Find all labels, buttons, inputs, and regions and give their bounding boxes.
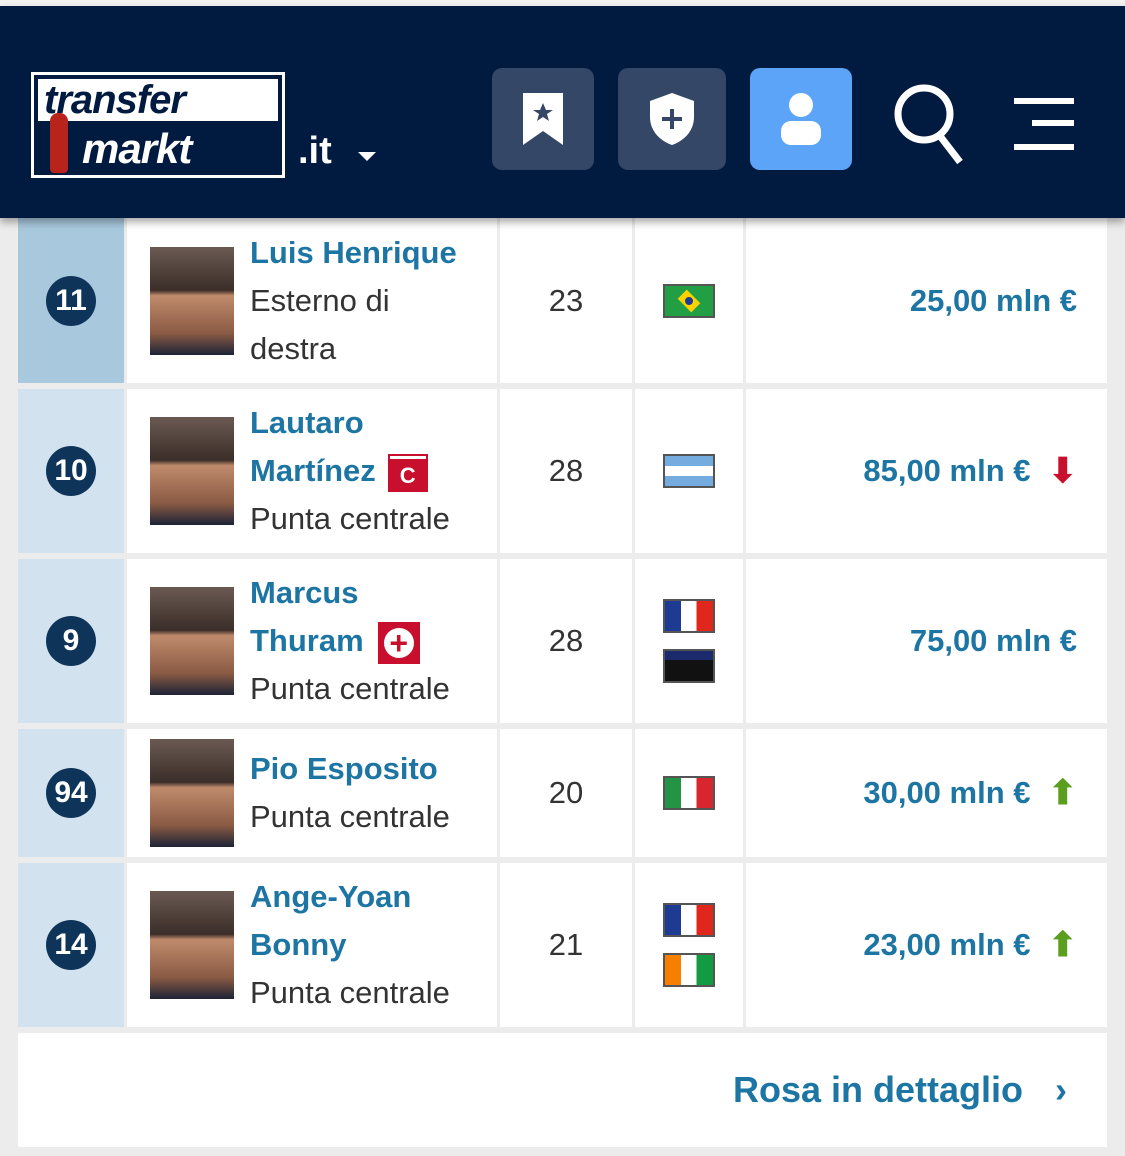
nationality-cell — [635, 218, 746, 383]
player-cell: Pio Esposito Punta centrale — [127, 729, 500, 857]
footballer-icon — [50, 113, 68, 173]
market-value-cell: 30,00 mln € ⬆ — [746, 729, 1107, 857]
player-row: 14 Ange-Yoan Bonny Punta centrale 21 23,00… — [18, 863, 1107, 1030]
market-value-cell: 25,00 mln € — [746, 218, 1107, 383]
squad-detail-link[interactable]: Rosa in dettaglio — [732, 1069, 1023, 1110]
bookmark-star-icon — [523, 93, 563, 145]
player-name-link[interactable]: Lautaro — [250, 405, 364, 440]
site-header: transfer markt .it — [0, 6, 1125, 218]
age-cell: 23 — [500, 218, 635, 383]
shirt-number-cell: 14 — [18, 863, 127, 1027]
market-value-link[interactable]: 25,00 mln € — [909, 282, 1077, 318]
profile-button[interactable] — [750, 68, 852, 170]
market-value-cell: 23,00 mln € ⬆ — [746, 863, 1107, 1027]
captain-icon: C — [387, 453, 428, 492]
player-photo[interactable] — [150, 891, 234, 999]
player-cell: Lautaro Martínez C Punta centrale — [127, 389, 500, 553]
shirt-number-cell: 94 — [18, 729, 127, 857]
market-value-link[interactable]: 75,00 mln € — [909, 623, 1077, 658]
age-cell: 20 — [500, 729, 635, 857]
shield-plus-icon — [650, 93, 694, 145]
club-button[interactable] — [618, 68, 726, 170]
player-name-link[interactable]: Thuram — [250, 623, 364, 658]
player-row: 94 Pio Esposito Punta centrale 20 30,00 m… — [18, 729, 1107, 860]
value-up-arrow-icon: ⬆ — [1048, 774, 1078, 812]
player-photo[interactable] — [150, 587, 234, 695]
shirt-number-badge: 10 — [46, 446, 96, 496]
player-position: Punta centrale — [250, 671, 450, 706]
player-position: Punta centrale — [250, 975, 450, 1010]
domain-selector[interactable]: .it — [298, 130, 332, 172]
squad-footer: Rosa in dettaglio › — [18, 1033, 1107, 1147]
flag-argentina-icon — [663, 454, 715, 488]
player-cell: Marcus Thuram Punta centrale — [127, 559, 500, 723]
player-position: destra — [250, 330, 337, 366]
player-name-link[interactable]: Martínez — [250, 453, 376, 488]
market-value-cell: 85,00 mln € ⬇ — [746, 389, 1107, 553]
menu-icon — [1014, 98, 1074, 150]
flag-france-icon — [663, 903, 715, 937]
nationality-cell — [635, 729, 746, 857]
value-up-arrow-icon: ⬆ — [1048, 926, 1078, 964]
flag-guadeloupe-icon — [663, 649, 715, 683]
player-position: Punta centrale — [250, 501, 450, 536]
market-value-link[interactable]: 30,00 mln € — [863, 775, 1031, 810]
player-row: 11 Luis Henrique Esterno di destra 23 25,0… — [18, 218, 1107, 386]
shirt-number-cell: 9 — [18, 559, 127, 723]
player-position: Esterno di — [250, 282, 390, 318]
market-value-link[interactable]: 23,00 mln € — [863, 927, 1031, 962]
shirt-number-badge: 11 — [46, 275, 96, 326]
value-down-arrow-icon: ⬇ — [1048, 452, 1078, 490]
shirt-number-badge: 94 — [46, 768, 96, 818]
market-value-link[interactable]: 85,00 mln € — [863, 453, 1031, 488]
search-icon — [894, 84, 963, 164]
caret-down-icon[interactable] — [358, 152, 376, 161]
player-position: Punta centrale — [250, 799, 450, 834]
nationality-cell — [635, 863, 746, 1027]
chevron-right-icon[interactable]: › — [1055, 1069, 1067, 1110]
status-strip — [0, 0, 1125, 6]
user-icon — [781, 93, 821, 145]
market-value-cell: 75,00 mln € — [746, 559, 1107, 723]
shirt-number-cell: 11 — [18, 218, 127, 383]
transfermarkt-logo[interactable]: transfer markt — [29, 70, 287, 180]
shirt-number-badge: 14 — [46, 920, 96, 970]
flag-france-icon — [663, 599, 715, 633]
nationality-cell — [635, 559, 746, 723]
player-photo[interactable] — [150, 246, 234, 355]
player-cell: Ange-Yoan Bonny Punta centrale — [127, 863, 500, 1027]
player-photo[interactable] — [150, 417, 234, 525]
player-photo[interactable] — [150, 739, 234, 847]
injury-icon — [377, 621, 420, 664]
watchlist-button[interactable] — [492, 68, 594, 170]
flag-italy-icon — [663, 776, 715, 810]
age-cell: 28 — [500, 559, 635, 723]
menu-button[interactable] — [1010, 88, 1078, 160]
shirt-number-badge: 9 — [46, 616, 96, 666]
player-name-link[interactable]: Luis Henrique — [250, 234, 457, 270]
nationality-cell — [635, 389, 746, 553]
age-cell: 28 — [500, 389, 635, 553]
search-button[interactable] — [888, 76, 968, 166]
player-name-link[interactable]: Ange-Yoan — [250, 879, 412, 914]
player-row: 10 Lautaro Martínez C Punta centrale 28 85,… — [18, 389, 1107, 556]
flag-cote-divoire-icon — [663, 953, 715, 987]
player-name-link[interactable]: Marcus — [250, 575, 359, 610]
shirt-number-cell: 10 — [18, 389, 127, 553]
player-row: 9 Marcus Thuram Punta centrale 28 75,00 ml… — [18, 559, 1107, 726]
age-cell: 21 — [500, 863, 635, 1027]
player-name-link[interactable]: Pio Esposito — [250, 751, 438, 786]
player-name-link[interactable]: Bonny — [250, 927, 347, 962]
flag-brazil-icon — [663, 283, 715, 318]
player-cell: Luis Henrique Esterno di destra — [127, 218, 500, 383]
